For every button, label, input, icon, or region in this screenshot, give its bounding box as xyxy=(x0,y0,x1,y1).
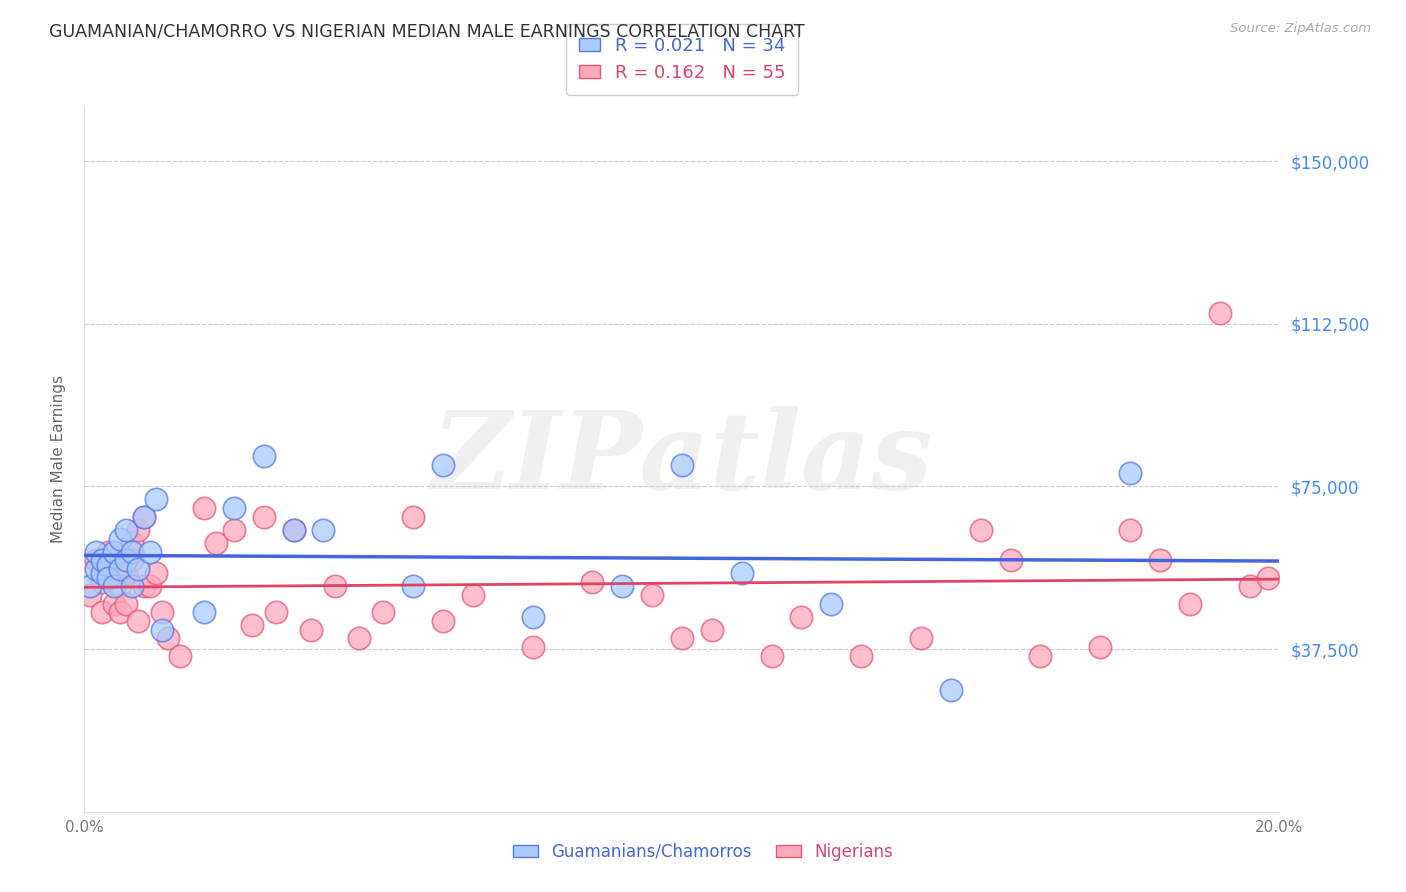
Point xyxy=(103,579,125,593)
Point xyxy=(522,640,544,654)
Point xyxy=(103,597,125,611)
Point xyxy=(157,632,180,646)
Point xyxy=(461,588,484,602)
Point xyxy=(97,570,120,584)
Point xyxy=(1119,523,1142,537)
Point xyxy=(127,523,149,537)
Point xyxy=(731,566,754,581)
Point xyxy=(301,623,323,637)
Point xyxy=(1257,570,1279,584)
Point xyxy=(193,605,215,619)
Point xyxy=(283,523,305,537)
Point xyxy=(132,509,156,524)
Point xyxy=(1119,467,1142,481)
Point xyxy=(91,553,114,567)
Point xyxy=(115,523,138,537)
Point xyxy=(150,605,173,619)
Point xyxy=(121,553,143,567)
Point xyxy=(86,544,108,558)
Point xyxy=(110,562,132,576)
Point xyxy=(205,536,228,550)
Point xyxy=(253,509,276,524)
Point xyxy=(312,523,335,537)
Point xyxy=(700,623,723,637)
Point xyxy=(103,566,125,581)
Point xyxy=(373,605,395,619)
Point xyxy=(761,648,783,663)
Point xyxy=(132,509,156,524)
Point xyxy=(91,605,114,619)
Legend: Guamanians/Chamorros, Nigerians: Guamanians/Chamorros, Nigerians xyxy=(506,837,900,868)
Point xyxy=(1029,648,1052,663)
Point xyxy=(79,579,101,593)
Point xyxy=(132,579,156,593)
Point xyxy=(110,532,132,546)
Point xyxy=(127,562,149,576)
Point xyxy=(115,553,138,567)
Point xyxy=(145,566,167,581)
Point xyxy=(325,579,347,593)
Point xyxy=(1239,579,1261,593)
Text: Source: ZipAtlas.com: Source: ZipAtlas.com xyxy=(1230,22,1371,36)
Point xyxy=(1000,553,1022,567)
Point xyxy=(121,536,143,550)
Point xyxy=(222,523,245,537)
Point xyxy=(139,579,162,593)
Point xyxy=(97,558,120,572)
Point xyxy=(790,609,813,624)
Point xyxy=(402,579,425,593)
Point xyxy=(283,523,305,537)
Point xyxy=(671,458,693,472)
Point xyxy=(86,562,108,576)
Point xyxy=(121,579,143,593)
Y-axis label: Median Male Earnings: Median Male Earnings xyxy=(51,376,66,543)
Legend: R = 0.021   N = 34, R = 0.162   N = 55: R = 0.021 N = 34, R = 0.162 N = 55 xyxy=(567,24,797,95)
Point xyxy=(910,632,932,646)
Point xyxy=(432,614,454,628)
Point xyxy=(349,632,371,646)
Point xyxy=(612,579,634,593)
Point xyxy=(91,574,114,589)
Point xyxy=(79,588,101,602)
Point xyxy=(110,605,132,619)
Point xyxy=(253,449,276,463)
Point xyxy=(522,609,544,624)
Point xyxy=(97,544,120,558)
Point xyxy=(1209,306,1232,320)
Point xyxy=(432,458,454,472)
Point xyxy=(121,544,143,558)
Point xyxy=(851,648,873,663)
Point xyxy=(970,523,993,537)
Point xyxy=(139,544,162,558)
Point xyxy=(110,579,132,593)
Point xyxy=(145,492,167,507)
Point xyxy=(222,501,245,516)
Point xyxy=(115,597,138,611)
Point xyxy=(115,566,138,581)
Point xyxy=(1090,640,1112,654)
Point xyxy=(402,509,425,524)
Text: GUAMANIAN/CHAMORRO VS NIGERIAN MEDIAN MALE EARNINGS CORRELATION CHART: GUAMANIAN/CHAMORRO VS NIGERIAN MEDIAN MA… xyxy=(49,22,806,40)
Point xyxy=(820,597,842,611)
Point xyxy=(939,683,962,698)
Point xyxy=(169,648,191,663)
Point xyxy=(127,614,149,628)
Point xyxy=(86,553,108,567)
Point xyxy=(1149,553,1171,567)
Point xyxy=(193,501,215,516)
Point xyxy=(641,588,664,602)
Point xyxy=(581,574,603,589)
Point xyxy=(264,605,287,619)
Text: ZIPatlas: ZIPatlas xyxy=(432,407,932,512)
Point xyxy=(240,618,263,632)
Point xyxy=(150,623,173,637)
Point xyxy=(103,544,125,558)
Point xyxy=(671,632,693,646)
Point xyxy=(91,566,114,581)
Point xyxy=(1178,597,1201,611)
